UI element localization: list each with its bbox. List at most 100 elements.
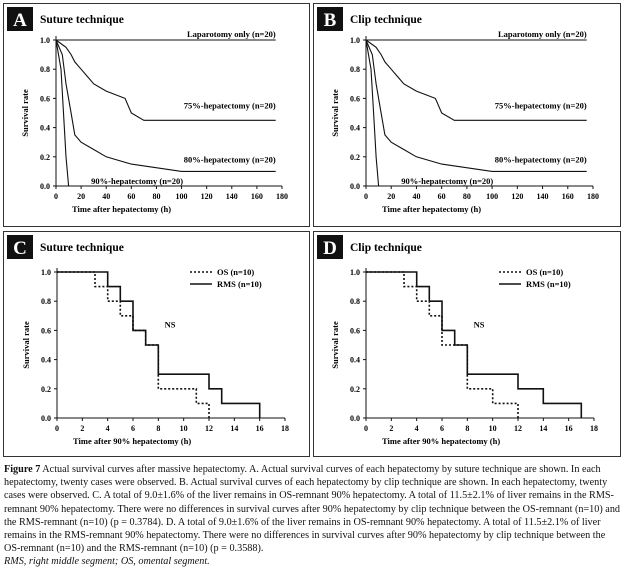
pb-y-tick-label: 0.2 [350, 153, 360, 162]
pd-series-line [366, 271, 583, 418]
pd-x-tick-label: 14 [539, 424, 547, 433]
pd-letter: D [323, 238, 337, 259]
pa-title: Suture technique [40, 14, 124, 26]
pc-x-tick-label: 2 [80, 424, 84, 433]
pa-series-line [55, 39, 70, 187]
pc-x-tick-label: 18 [281, 424, 289, 433]
pa-y-tick-label: 1.0 [40, 36, 50, 45]
pa-x-axis-label: Time after hepatectomy (h) [72, 204, 171, 214]
pa-y-tick-label: 0.8 [40, 65, 50, 74]
pa-x-tick-label: 160 [251, 192, 263, 201]
pc-y-tick-label: 0.0 [41, 414, 51, 423]
pa-x-tick-label: 100 [176, 192, 188, 201]
pb-x-tick-label: 100 [486, 192, 498, 201]
pa-x-tick-label: 20 [77, 192, 85, 201]
pb-x-tick-label: 20 [387, 192, 395, 201]
pb-letter-box [317, 7, 343, 31]
pb-letter: B [324, 10, 337, 31]
pc-y-tick-label: 0.2 [41, 385, 51, 394]
caption-footnote: RMS, right middle segment; OS, omental s… [4, 556, 210, 568]
chart-c: C Suture technique 0.0 0.2 0.4 0.6 0.8 1.0 0 2 4 6 8… [7, 235, 289, 446]
pd-y-axis-label: Survival rate [330, 321, 340, 369]
panel-b: B Clip technique 0.0 0.2 0.4 0.6 0.8 1.0 0 20 40 60… [313, 3, 621, 227]
pb-x-tick-label: 120 [511, 192, 523, 201]
pc-series-line [57, 271, 261, 418]
pb-y-tick-label: 0.8 [350, 65, 360, 74]
pd-x-tick-label: 4 [415, 424, 419, 433]
pc-x-axis-label: Time after 90% hepatectomy (h) [73, 436, 191, 446]
chart-a: A Suture technique 0.0 0.2 0.4 0.6 0.8 1.0 0 20 40… [7, 7, 288, 214]
pc-x-tick-label: 10 [180, 424, 188, 433]
pd-y-tick-label: 0.4 [350, 356, 360, 365]
pb-y-axis-label: Survival rate [330, 89, 340, 137]
pd-x-tick-label: 6 [440, 424, 444, 433]
caption-text: Actual survival curves after massive hep… [4, 464, 621, 555]
pd-x-axis-label: Time after 90% hepatectomy (h) [382, 436, 500, 446]
pc-legend-label: RMS (n=10) [217, 279, 262, 289]
pd-x-tick-label: 10 [489, 424, 497, 433]
pd-y-tick-label: 0.8 [350, 297, 360, 306]
pb-series-line [365, 39, 587, 172]
chart-b: B Clip technique 0.0 0.2 0.4 0.6 0.8 1.0 0 20 40 60… [317, 7, 599, 214]
pd-x-tick-label: 16 [565, 424, 573, 433]
pd-title: Clip technique [350, 242, 422, 254]
pc-y-tick-label: 0.6 [41, 326, 51, 335]
pd-legend-label: OS (n=10) [526, 267, 563, 277]
pb-x-tick-label: 140 [537, 192, 549, 201]
pa-x-tick-label: 120 [201, 192, 213, 201]
pd-x-tick-label: 8 [465, 424, 469, 433]
pa-x-tick-label: 40 [102, 192, 110, 201]
pb-series-line [365, 39, 380, 187]
pc-y-tick-label: 0.4 [41, 356, 51, 365]
pc-x-tick-label: 12 [205, 424, 213, 433]
pa-y-axis-label: Survival rate [20, 89, 30, 137]
pb-series-line [365, 39, 587, 121]
pd-x-tick-label: 12 [514, 424, 522, 433]
pd-legend-label: RMS (n=10) [526, 279, 571, 289]
pc-y-axis-label: Survival rate [21, 321, 31, 369]
pa-y-tick-label: 0.4 [40, 124, 50, 133]
pd-y-tick-label: 0.0 [350, 414, 360, 423]
panel-d: D Clip technique 0.0 0.2 0.4 0.6 0.8 1.0 0 2 4 6 8 10… [313, 231, 621, 457]
pc-letter-box [7, 235, 33, 259]
pb-series-label: 90%-hepatectomy (n=20) [401, 176, 493, 186]
pb-x-tick-label: 0 [364, 192, 368, 201]
caption-label: Figure 7 [4, 464, 41, 475]
pa-letter: A [13, 10, 27, 31]
pc-x-tick-label: 6 [131, 424, 135, 433]
pa-y-tick-label: 0.0 [40, 182, 50, 191]
pc-x-tick-label: 16 [256, 424, 264, 433]
pb-series-label: 80%-hepatectomy (n=20) [495, 154, 587, 164]
pa-series-label: Laparotomy only (n=20) [187, 29, 276, 39]
pb-x-axis-label: Time after hepatectomy (h) [382, 204, 481, 214]
pd-x-tick-label: 2 [389, 424, 393, 433]
pb-series-label: 75%-hepatectomy (n=20) [495, 100, 587, 110]
panel-a: A Suture technique 0.0 0.2 0.4 0.6 0.8 1.0 0 20 40… [3, 3, 310, 227]
pb-y-tick-label: 0.4 [350, 124, 360, 133]
pc-x-tick-label: 4 [106, 424, 110, 433]
pb-x-tick-label: 40 [412, 192, 420, 201]
pa-letter-box [7, 7, 33, 31]
pa-series-label: 80%-hepatectomy (n=20) [184, 154, 276, 164]
panel-c: C Suture technique 0.0 0.2 0.4 0.6 0.8 1.0 0 2 4 6 8… [3, 231, 310, 457]
pb-x-tick-label: 180 [587, 192, 599, 201]
pb-y-tick-label: 0.6 [350, 94, 360, 103]
pa-x-tick-label: 80 [152, 192, 160, 201]
pa-y-tick-label: 0.6 [40, 94, 50, 103]
pc-title: Suture technique [40, 242, 124, 254]
pb-x-tick-label: 160 [562, 192, 574, 201]
pb-title: Clip technique [350, 14, 422, 26]
pa-series-line [55, 39, 276, 121]
pb-y-tick-label: 0.0 [350, 182, 360, 191]
pa-x-tick-label: 180 [276, 192, 288, 201]
pc-series-line [57, 271, 210, 418]
pc-x-tick-label: 0 [55, 424, 59, 433]
pb-series-label: Laparotomy only (n=20) [498, 29, 587, 39]
pd-x-tick-label: 0 [364, 424, 368, 433]
pd-x-tick-label: 18 [590, 424, 598, 433]
pd-y-tick-label: 1.0 [350, 268, 360, 277]
pc-y-tick-label: 0.8 [41, 297, 51, 306]
pb-x-tick-label: 80 [463, 192, 471, 201]
pd-ns-annotation: NS [474, 319, 485, 329]
pa-series-label: 75%-hepatectomy (n=20) [184, 100, 276, 110]
